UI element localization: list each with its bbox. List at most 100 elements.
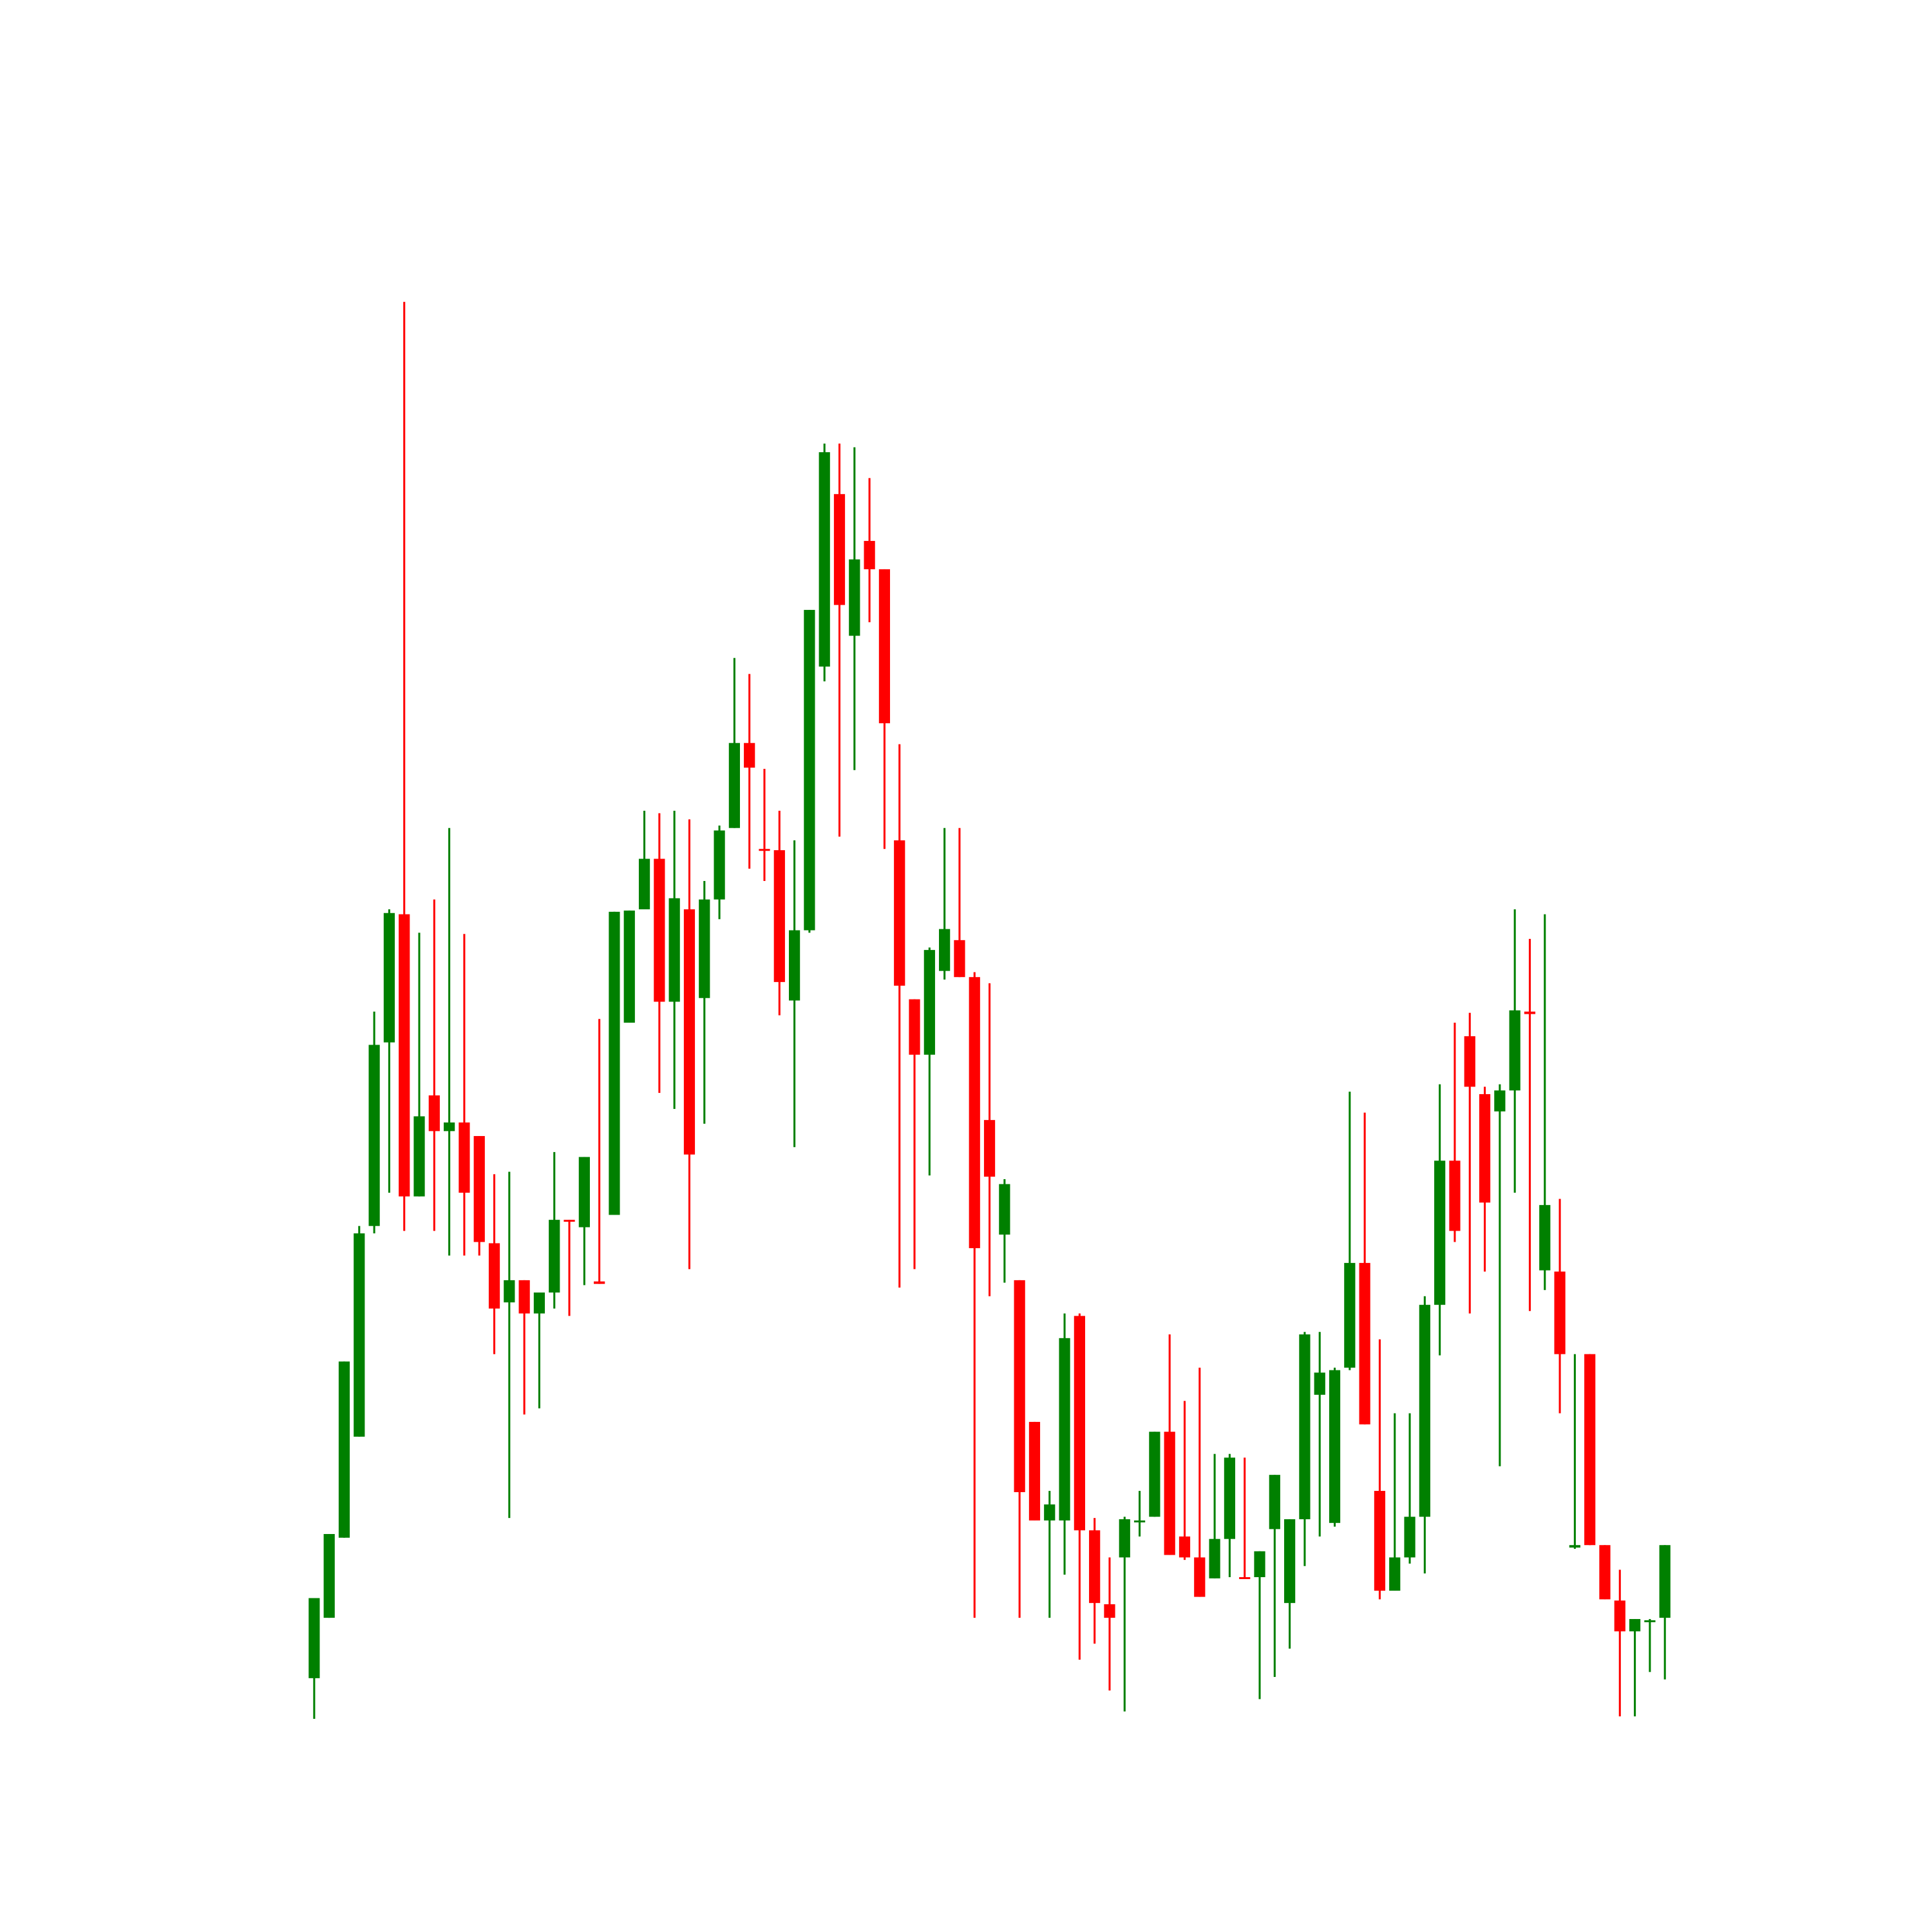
candle-body	[819, 452, 830, 667]
candle-body	[1314, 1372, 1325, 1395]
candle-body	[849, 559, 860, 636]
candle-wick	[538, 1293, 540, 1408]
candle-wick	[1198, 1367, 1201, 1597]
candle-body	[1449, 1160, 1461, 1231]
candle-body	[1509, 1010, 1520, 1091]
candle-body	[954, 940, 965, 978]
candle-wick	[1634, 1619, 1636, 1717]
candle-wick	[1468, 1012, 1471, 1314]
candle-body	[788, 930, 800, 1001]
candle-body	[804, 610, 815, 931]
candle-wick	[1244, 1457, 1246, 1578]
candle-body	[1389, 1557, 1401, 1591]
candle-body	[1659, 1545, 1671, 1618]
candle-wick	[1273, 1475, 1276, 1677]
candle-body	[399, 914, 410, 1197]
candle-body	[939, 929, 951, 971]
candle-body	[1059, 1338, 1070, 1520]
candle-body	[983, 1120, 996, 1177]
candle-body	[1014, 1280, 1025, 1492]
candle-wick	[523, 1280, 526, 1415]
candle-body	[1149, 1432, 1160, 1517]
candle-body	[833, 494, 846, 605]
candle-wick	[1183, 1401, 1186, 1560]
candle-body	[1374, 1491, 1386, 1591]
candle-wick	[703, 880, 706, 1124]
candle-body	[564, 1220, 575, 1222]
candle-body	[323, 1534, 335, 1618]
candle-wick	[1123, 1517, 1126, 1712]
candle-body	[1119, 1519, 1130, 1558]
candle-body	[1239, 1577, 1251, 1579]
candle-body	[1644, 1620, 1656, 1622]
candle-body	[999, 1184, 1010, 1235]
candle-body	[1044, 1504, 1056, 1520]
candle-wick	[763, 768, 766, 881]
candle-wick	[1649, 1619, 1651, 1672]
candle-body	[1194, 1557, 1206, 1597]
candle-wick	[1499, 1084, 1501, 1466]
candle-body	[1269, 1475, 1280, 1530]
candle-wick	[1544, 914, 1546, 1291]
candle-wick	[1408, 1413, 1411, 1564]
candle-wick	[913, 999, 916, 1269]
candle-body	[368, 1045, 380, 1226]
candle-body	[594, 1281, 605, 1284]
candle-body	[1614, 1600, 1625, 1632]
candle-body	[744, 743, 755, 768]
candle-body	[1554, 1271, 1566, 1354]
candle-body	[909, 999, 920, 1055]
candle-body	[878, 569, 891, 724]
candle-wick	[1618, 1569, 1621, 1717]
candle-body	[338, 1361, 350, 1538]
candle-body	[1494, 1090, 1506, 1112]
candle-body	[488, 1243, 500, 1309]
candle-body	[578, 1157, 590, 1227]
candle-wick	[958, 828, 961, 978]
candle-wick	[1528, 938, 1531, 1311]
candle-body	[459, 1122, 470, 1193]
candle-body	[1329, 1370, 1341, 1523]
candle-body	[1299, 1334, 1311, 1520]
candle-body	[1539, 1205, 1551, 1271]
candle-wick	[598, 1019, 601, 1284]
candle-body	[1209, 1539, 1220, 1578]
candle-wick	[1258, 1551, 1261, 1700]
candle-wick	[463, 934, 466, 1256]
candle-wick	[403, 301, 406, 1231]
candle-body	[1284, 1519, 1296, 1604]
candle-body	[773, 850, 785, 982]
candle-body	[1089, 1530, 1101, 1604]
candle-wick	[388, 909, 390, 1193]
candle-body	[1133, 1520, 1146, 1522]
candle-body	[444, 1122, 455, 1132]
candle-wick	[1573, 1354, 1576, 1549]
candle-wick	[838, 443, 841, 837]
candle-body	[354, 1233, 365, 1437]
candle-wick	[1394, 1413, 1396, 1591]
candle-body	[969, 977, 980, 1249]
candle-wick	[1213, 1454, 1216, 1578]
candle-body	[759, 849, 770, 851]
candle-wick	[508, 1171, 511, 1519]
candle-body	[1629, 1619, 1641, 1632]
candle-body	[683, 909, 696, 1155]
candle-wick	[448, 828, 451, 1256]
candle-body	[699, 899, 710, 998]
candle-body	[1599, 1545, 1611, 1600]
candle-body	[1434, 1160, 1446, 1305]
candle-body	[308, 1598, 320, 1678]
candle-body	[504, 1280, 515, 1303]
candle-wick	[973, 972, 976, 1618]
candle-body	[1584, 1354, 1596, 1546]
candle-body	[1164, 1432, 1175, 1555]
candle-wick	[1378, 1339, 1381, 1600]
candle-body	[413, 1116, 425, 1197]
candle-body	[533, 1293, 545, 1314]
candle-wick	[433, 899, 435, 1231]
candle-body	[1419, 1305, 1430, 1517]
candle-body	[1479, 1094, 1491, 1203]
candle-body	[1344, 1263, 1356, 1368]
candle-wick	[1139, 1491, 1141, 1537]
